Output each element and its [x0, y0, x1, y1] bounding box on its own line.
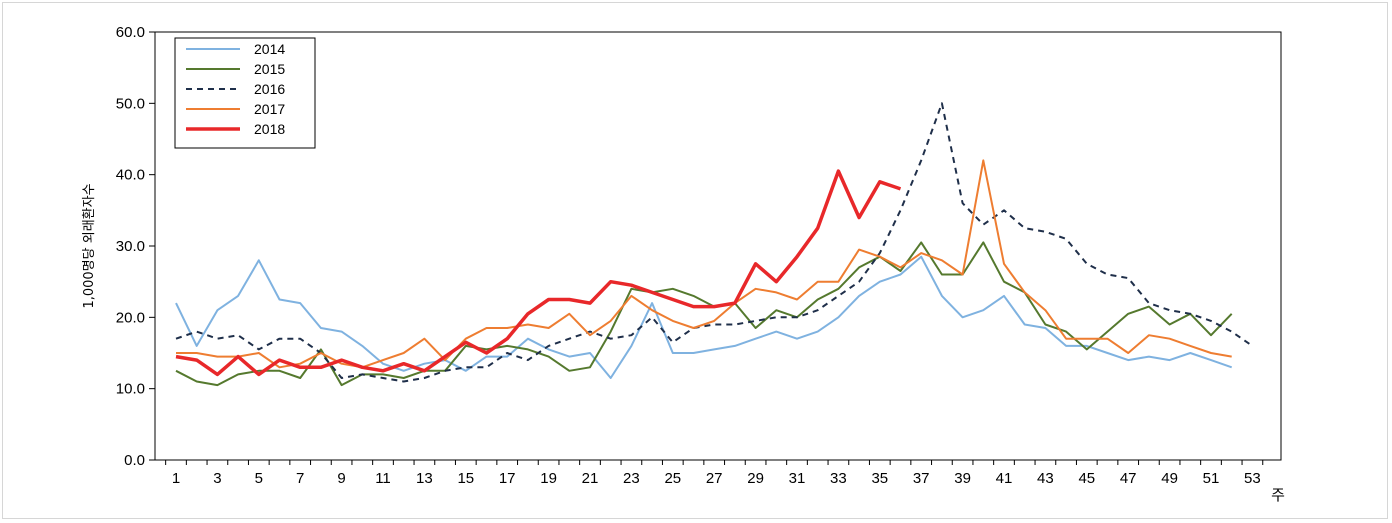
x-tick-label: 11 [375, 470, 391, 487]
x-tick-label: 25 [664, 470, 681, 487]
series-line-2016 [175, 102, 1253, 383]
y-tick-label: 40.0 [116, 167, 145, 184]
y-tick-label: 60.0 [116, 24, 145, 41]
x-tick-label: 7 [296, 470, 304, 487]
x-tick-label: 43 [1037, 470, 1054, 487]
legend-label-2016: 2016 [254, 81, 285, 97]
x-tick-label: 1 [172, 470, 180, 487]
x-tick-label: 27 [706, 470, 723, 487]
x-tick-label: 51 [1203, 470, 1220, 487]
x-tick-label: 39 [954, 470, 971, 487]
plot-area [154, 31, 1282, 461]
legend: 2014 2015 2016 2017 2018 [174, 37, 316, 149]
legend-label-2014: 2014 [254, 41, 285, 57]
x-axis-ticks: 1 3 5 7 9 11 13 15 17 19 21 23 25 27 29 31 33 35 37 39 41 43 4… [165, 460, 1264, 487]
series-line-2014 [175, 255, 1233, 379]
x-tick-label: 49 [1161, 470, 1178, 487]
x-tick-label: 5 [255, 470, 263, 487]
x-tick-label: 37 [913, 470, 930, 487]
x-tick-label: 33 [830, 470, 847, 487]
series-line-2017 [176, 159, 1232, 369]
y-tick-label: 20.0 [116, 309, 145, 326]
x-tick-label: 23 [623, 470, 640, 487]
x-tick-label: 15 [457, 470, 474, 487]
x-tick-label: 53 [1244, 470, 1261, 487]
x-tick-label: 47 [1120, 470, 1137, 487]
x-tick-label: 29 [747, 470, 764, 487]
legend-box [174, 37, 316, 149]
x-tick-label: 35 [871, 470, 888, 487]
legend-label-2017: 2017 [254, 101, 285, 117]
x-tick-label: 3 [213, 470, 221, 487]
legend-items: 2014 2015 2016 2017 2018 [186, 41, 285, 137]
x-tick-label: 17 [499, 470, 516, 487]
x-tick-label: 41 [996, 470, 1013, 487]
y-tick-label: 10.0 [116, 381, 145, 398]
x-tick-label: 19 [540, 470, 557, 487]
y-tick-label: 0.0 [124, 452, 145, 469]
series-line-2018 [175, 169, 902, 377]
legend-label-2015: 2015 [254, 61, 285, 77]
series-lines [175, 102, 1253, 387]
x-tick-label: 31 [789, 470, 806, 487]
legend-label-2018: 2018 [254, 121, 285, 137]
x-tick-label: 45 [1078, 470, 1095, 487]
x-tick-label: 9 [337, 470, 345, 487]
y-tick-label: 50.0 [116, 95, 145, 112]
x-axis-unit: 주 [1271, 487, 1285, 504]
series-line-2015 [175, 241, 1233, 387]
y-axis-label: 1,000명당 외래환자수 [82, 183, 97, 308]
x-tick-label: 21 [582, 470, 599, 487]
y-tick-label: 30.0 [116, 238, 145, 255]
y-axis-ticks: 0.0 10.0 20.0 30.0 40.0 50.0 60.0 [116, 24, 155, 469]
x-tick-label: 13 [416, 470, 433, 487]
